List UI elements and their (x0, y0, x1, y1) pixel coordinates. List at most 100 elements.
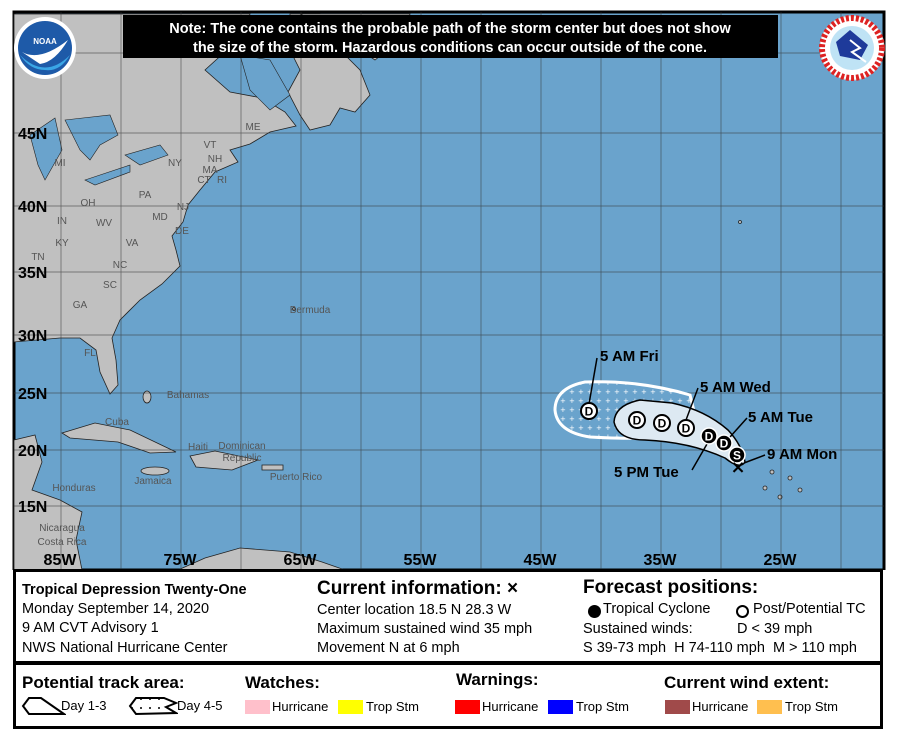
state-label: VT (204, 140, 217, 151)
state-label: NC (113, 260, 127, 271)
wind-hurricane-label: Hurricane (692, 699, 749, 714)
note-line-2: the size of the storm. Hazardous conditi… (193, 40, 707, 56)
state-label: VA (126, 238, 139, 249)
latitude-label: 40N (18, 199, 47, 216)
svg-text:D: D (705, 430, 714, 444)
forecast-point-tropical-cyclone: D (700, 427, 718, 445)
day-4-5-cone-icon (128, 697, 178, 716)
state-label: KY (55, 238, 69, 249)
latitude-label: 20N (18, 443, 47, 460)
place-label: Dominican (218, 441, 265, 452)
label-5am-tue: 5 AM Tue (748, 409, 813, 426)
tc-label: Tropical Cyclone (603, 601, 711, 617)
track-area-title: Potential track area: (22, 673, 185, 692)
forecast-title: Forecast positions: (583, 577, 759, 598)
longitude-label: 25W (764, 552, 798, 569)
svg-text:D: D (720, 437, 729, 451)
nws-logo (819, 15, 885, 81)
state-label: FL (84, 348, 96, 359)
latitude-label: 25N (18, 386, 47, 403)
day-1-3-label: Day 1-3 (61, 698, 107, 713)
place-label: Bahamas (167, 390, 209, 401)
warnings-title: Warnings: (456, 670, 539, 689)
sustained-winds-label: Sustained winds: (583, 621, 693, 637)
state-label: IN (57, 216, 67, 227)
label-5am-fri: 5 AM Fri (600, 348, 659, 365)
latitude-label: 30N (18, 328, 47, 345)
advisory-number: 9 AM CVT Advisory 1 (22, 620, 159, 636)
svg-text:S: S (733, 449, 741, 463)
legend-panel: Potential track area: Day 1-3 Day 4-5 Wa… (13, 662, 883, 729)
watch-hurricane-label: Hurricane (272, 699, 329, 714)
svg-text:D: D (633, 414, 642, 428)
state-label: RI (217, 175, 227, 186)
warn-tropstm-label: Trop Stm (576, 699, 629, 714)
longitude-label: 85W (44, 552, 78, 569)
watch-tropstm-swatch (338, 700, 363, 714)
state-label: PA (139, 190, 152, 201)
label-leaders (588, 357, 766, 471)
state-label: CT (197, 175, 210, 186)
forecast-point-post-potential: D (628, 411, 646, 429)
movement: Movement N at 6 mph (317, 640, 460, 656)
forecast-point-post-potential: D (580, 402, 598, 420)
shm-definition: S 39-73 mph H 74-110 mph M > 110 mph (583, 640, 857, 656)
svg-text:NOAA: NOAA (33, 37, 57, 46)
place-label: Republic (223, 453, 262, 464)
note-box (123, 15, 778, 58)
ptc-label: Post/Potential TC (753, 601, 866, 617)
watch-hurricane-swatch (245, 700, 270, 714)
svg-text:D: D (658, 417, 667, 431)
state-label: DE (175, 226, 189, 237)
place-label: Haiti (188, 442, 208, 453)
longitude-label: 65W (284, 552, 318, 569)
grid-lines (14, 12, 884, 570)
forecast-point-tropical-cyclone: D (715, 434, 733, 452)
d-definition: D < 39 mph (737, 621, 813, 637)
current-position-x-icon: × (730, 457, 745, 478)
place-label: Jamaica (134, 476, 172, 487)
warn-tropstm-swatch (548, 700, 573, 714)
state-label: MI (54, 158, 65, 169)
place-label: Honduras (52, 483, 95, 494)
state-label: NJ (177, 202, 189, 213)
watch-tropstm-label: Trop Stm (366, 699, 419, 714)
longitude-label: 55W (404, 552, 438, 569)
wind-hurricane-swatch (665, 700, 690, 714)
label-5am-wed: 5 AM Wed (700, 379, 771, 396)
forecast-point-tropical-cyclone: S (728, 446, 746, 464)
storm-name: Tropical Depression Twenty-One (22, 582, 247, 598)
place-label: Bermuda (290, 305, 331, 316)
state-label: MA (203, 165, 218, 176)
latitude-label: 15N (18, 499, 47, 516)
state-label: SC (103, 280, 117, 291)
watches-title: Watches: (245, 673, 320, 692)
tropical-cyclone-dot-icon (588, 605, 601, 618)
state-label: ME (246, 122, 261, 133)
longitude-label: 75W (164, 552, 198, 569)
longitude-label: 35W (644, 552, 678, 569)
forecast-point-post-potential: D (653, 414, 671, 432)
svg-text:D: D (682, 422, 691, 436)
current-info-title: Current information: × (317, 578, 519, 599)
post-tc-circle-icon (736, 605, 749, 618)
info-panel: Tropical Depression Twenty-One Monday Se… (13, 569, 883, 664)
state-label: WV (96, 218, 112, 229)
state-label: TN (31, 252, 44, 263)
place-label: Costa Rica (38, 537, 87, 548)
day-1-3-cone-icon (21, 697, 66, 715)
wind-extent-title: Current wind extent: (664, 673, 830, 692)
wind-tropstm-label: Trop Stm (785, 699, 838, 714)
place-label: Cuba (105, 417, 129, 428)
label-5pm-tue: 5 PM Tue (614, 464, 679, 481)
issuing-center: NWS National Hurricane Center (22, 640, 228, 656)
forecast-point-post-potential: D (677, 419, 695, 437)
label-9am-mon: 9 AM Mon (767, 446, 837, 463)
land (13, 13, 803, 570)
place-label: Puerto Rico (270, 472, 323, 483)
note-line-1: Note: The cone contains the probable pat… (169, 21, 731, 37)
svg-text:D: D (585, 405, 594, 419)
wind-tropstm-swatch (757, 700, 782, 714)
latitude-label: 45N (18, 126, 47, 143)
